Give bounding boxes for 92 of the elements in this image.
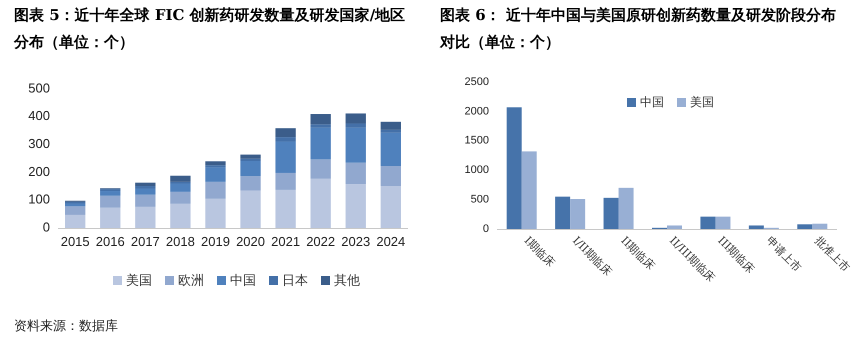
bar <box>797 224 812 229</box>
y-tick-label: 0 <box>42 219 50 234</box>
bar <box>100 208 120 228</box>
x-tick-label: 2019 <box>201 234 230 249</box>
x-tick-label: I/II期临床 <box>570 234 614 278</box>
y-tick-label: 2000 <box>464 105 489 118</box>
bar <box>346 128 366 163</box>
y-tick-label: 500 <box>28 80 50 96</box>
bar <box>310 124 331 128</box>
bar <box>380 122 401 130</box>
x-tick-label: 批准上市 <box>812 234 852 274</box>
legend-label: 美国 <box>690 95 714 110</box>
bar <box>65 206 86 215</box>
bar <box>65 214 86 228</box>
bar <box>100 191 120 196</box>
bar <box>100 196 120 208</box>
bar <box>135 182 156 186</box>
legend-label: 欧洲 <box>178 273 204 288</box>
bar <box>275 190 296 228</box>
bar <box>135 194 156 207</box>
legend-label: 美国 <box>126 272 152 288</box>
x-tick-label: 2021 <box>271 234 300 249</box>
bar <box>310 114 331 124</box>
bar <box>715 216 730 229</box>
bar <box>135 206 156 228</box>
x-tick-label: 2022 <box>306 234 336 249</box>
bar <box>170 204 191 228</box>
bar <box>570 199 586 229</box>
bar <box>65 204 86 206</box>
bar <box>240 154 261 159</box>
y-tick-label: 100 <box>28 192 50 207</box>
bar <box>380 130 401 133</box>
x-tick-label: 2023 <box>341 234 370 249</box>
x-tick-label: 2018 <box>166 234 195 249</box>
bar <box>346 123 366 128</box>
bar <box>310 159 331 179</box>
bar <box>346 184 366 228</box>
x-tick-label: 2016 <box>96 234 125 249</box>
bar <box>170 192 191 204</box>
legend-label: 其他 <box>334 273 360 288</box>
bar <box>240 190 261 228</box>
bar <box>240 161 261 176</box>
x-tick-label: 2015 <box>60 234 90 249</box>
bar <box>380 186 401 228</box>
bar <box>346 162 366 184</box>
y-tick-label: 300 <box>28 136 50 152</box>
bar <box>275 172 296 190</box>
bar <box>667 225 682 229</box>
text: 资料来源：数据库 <box>14 319 118 334</box>
bar <box>205 182 226 199</box>
bar <box>555 196 570 229</box>
bar <box>310 128 331 160</box>
bar <box>812 224 828 229</box>
bar <box>506 107 522 229</box>
bar <box>380 132 401 166</box>
legend-label: 中国 <box>640 95 664 110</box>
bar <box>380 166 401 186</box>
x-tick-label: II期临床 <box>618 234 658 273</box>
y-tick-label: 500 <box>470 194 489 206</box>
y-tick-label: 200 <box>28 164 50 179</box>
y-tick-label: 400 <box>28 108 50 124</box>
y-tick-label: 0 <box>482 222 489 235</box>
bar <box>275 142 296 173</box>
y-tick-label: 2500 <box>464 76 489 88</box>
bar <box>170 176 191 182</box>
y-tick-label: 1500 <box>464 134 489 147</box>
bar <box>604 198 619 229</box>
x-tick-label: I期临床 <box>522 234 558 270</box>
y-tick-label: 1000 <box>464 164 489 176</box>
x-tick-label: III期临床 <box>715 234 758 276</box>
bar <box>205 198 226 228</box>
bar <box>618 188 634 229</box>
bar <box>275 128 296 138</box>
bar <box>170 184 191 192</box>
chart-title: 图表 5：近十年全球 FIC 创新药研发数量及研发国家/地区分布（单位：个） <box>13 6 406 51</box>
x-tick-label: 2017 <box>130 234 160 249</box>
bar <box>135 186 156 189</box>
bar <box>205 167 226 182</box>
bar <box>700 216 716 229</box>
x-tick-label: 2020 <box>236 234 265 249</box>
chart-title: 图表 6： 近十年中国与美国原研创新药数量及研发阶段分布对比（单位：个） <box>439 6 836 51</box>
bar <box>240 176 261 190</box>
legend-label: 日本 <box>282 273 308 288</box>
legend-label: 中国 <box>230 273 256 288</box>
bar <box>135 188 156 195</box>
bar <box>310 178 331 228</box>
bar <box>346 113 366 124</box>
bar <box>275 137 296 142</box>
x-tick-label: 2024 <box>376 234 406 249</box>
bar <box>748 225 764 229</box>
bar <box>522 151 537 229</box>
x-tick-label: 申请上市 <box>764 234 804 274</box>
